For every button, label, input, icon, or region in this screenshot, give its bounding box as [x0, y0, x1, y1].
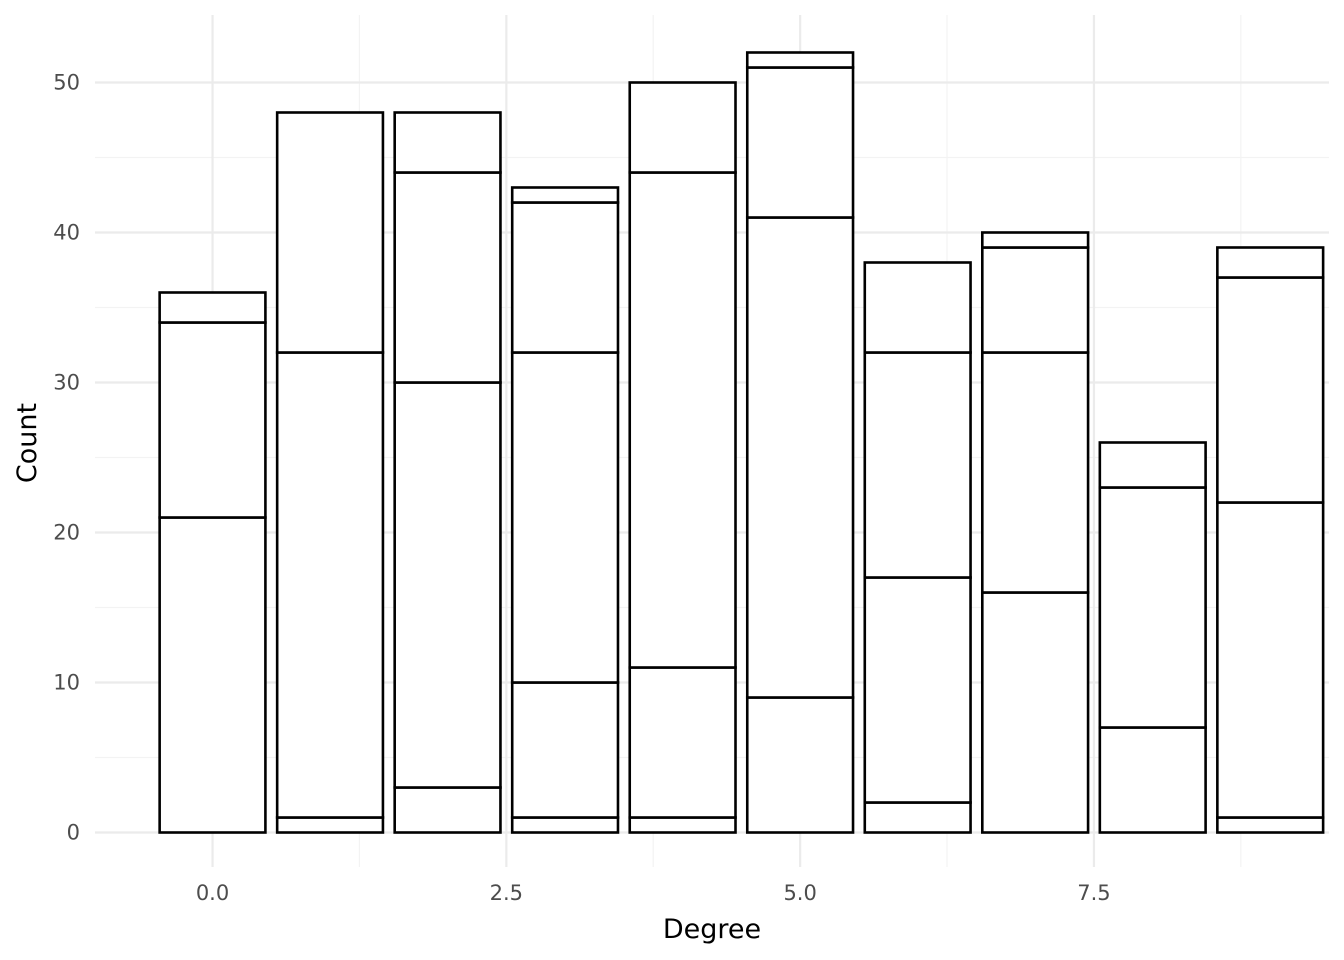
bar-segment — [158, 516, 267, 834]
tick-labels: 0.0 2.5 5.0 7.5 0 10 20 30 40 50 — [53, 71, 1110, 906]
x-tick-label: 2.5 — [490, 881, 523, 905]
bar-segment — [158, 321, 267, 519]
bar-segment — [510, 816, 620, 834]
bar-segment — [510, 186, 620, 204]
bar-segment — [275, 351, 385, 819]
bar-segment — [745, 51, 855, 69]
bar-segment — [628, 666, 737, 819]
bar-segment — [1098, 486, 1207, 729]
bar-stack — [863, 261, 972, 834]
bar-segment — [1098, 726, 1207, 834]
bar-segment — [275, 816, 385, 834]
bar-segment — [1216, 246, 1325, 279]
y-axis-title: Count — [12, 403, 43, 483]
bars — [158, 51, 1325, 834]
bar-segment — [863, 801, 972, 834]
bar-stack — [1216, 246, 1325, 834]
bar-stack — [158, 291, 267, 834]
bar-segment — [393, 171, 502, 384]
bar-stack — [393, 111, 502, 834]
bar-segment — [981, 231, 1090, 249]
bar-segment — [510, 351, 620, 684]
bar-segment — [158, 291, 267, 324]
x-axis-title: Degree — [663, 914, 761, 945]
bar-segment — [393, 786, 502, 834]
y-tick-label: 50 — [53, 71, 80, 95]
bar-stack — [275, 111, 385, 834]
y-tick-label: 0 — [67, 821, 80, 845]
bar-stack — [510, 186, 620, 834]
bar-segment — [863, 351, 972, 579]
bar-segment — [275, 111, 385, 354]
bar-stack — [745, 51, 855, 834]
bar-segment — [981, 351, 1090, 594]
x-tick-label: 7.5 — [1077, 881, 1110, 905]
bar-segment — [628, 171, 737, 669]
bar-segment — [1098, 441, 1207, 489]
bar-segment — [981, 246, 1090, 354]
bar-segment — [863, 576, 972, 804]
x-tick-label: 5.0 — [783, 881, 816, 905]
bar-stack — [628, 81, 737, 834]
bar-segment — [745, 216, 855, 699]
bar-stack — [1098, 441, 1207, 834]
bar-segment — [1216, 276, 1325, 504]
bar-segment — [510, 201, 620, 354]
bar-stack — [981, 231, 1090, 834]
bar-segment — [1216, 816, 1325, 834]
bar-segment — [628, 81, 737, 174]
bar-segment — [981, 591, 1090, 834]
bar-segment — [1216, 501, 1325, 819]
bar-segment — [628, 816, 737, 834]
y-tick-label: 10 — [53, 671, 80, 695]
bar-segment — [863, 261, 972, 354]
y-tick-label: 30 — [53, 371, 80, 395]
bar-segment — [745, 66, 855, 219]
bar-segment — [393, 111, 502, 174]
bar-segment — [510, 681, 620, 819]
x-tick-label: 0.0 — [196, 881, 229, 905]
y-tick-label: 20 — [53, 521, 80, 545]
bar-segment — [393, 381, 502, 789]
y-tick-label: 40 — [53, 221, 80, 245]
bar-segment — [745, 696, 855, 834]
